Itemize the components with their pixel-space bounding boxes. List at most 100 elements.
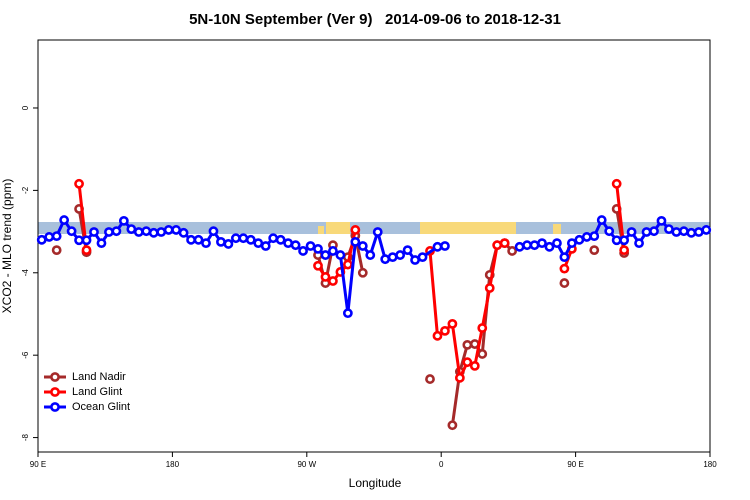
data-point <box>552 238 562 249</box>
data-point <box>74 235 84 246</box>
data-point <box>387 252 398 263</box>
data-point <box>148 227 159 238</box>
data-point <box>268 233 279 244</box>
legend-label: Ocean Glint <box>72 401 130 413</box>
data-point <box>462 339 473 350</box>
data-point <box>581 232 592 242</box>
data-point <box>559 263 570 274</box>
data-point <box>514 241 525 252</box>
data-point <box>36 234 47 245</box>
data-point <box>410 255 420 265</box>
data-point <box>275 234 286 245</box>
data-point <box>656 215 667 226</box>
data-point <box>537 238 547 249</box>
data-point <box>440 241 450 251</box>
data-point <box>141 226 152 237</box>
data-point <box>693 227 704 237</box>
data-point <box>163 225 174 235</box>
land-patch <box>420 222 516 234</box>
data-point <box>626 227 637 237</box>
plot-frame <box>37 39 711 453</box>
data-point <box>126 224 137 235</box>
data-point <box>305 241 316 251</box>
data-point <box>260 241 271 251</box>
y-axis-label: XCO2 - MLO trend (ppm) <box>0 179 14 314</box>
data-point <box>245 234 256 245</box>
data-point <box>507 246 518 256</box>
data-point <box>447 318 458 329</box>
y-tick-label: -2 <box>21 186 30 194</box>
data-point <box>74 178 84 189</box>
data-point <box>313 243 323 254</box>
y-tick-label: -6 <box>21 351 30 359</box>
y-tick-label: 0 <box>21 105 30 110</box>
data-point <box>342 308 353 319</box>
data-point <box>193 234 204 245</box>
x-axis-label: Longitude <box>349 476 402 490</box>
data-point <box>111 226 122 237</box>
data-point <box>357 241 368 251</box>
data-point <box>357 267 368 278</box>
data-point <box>380 254 391 265</box>
data-point <box>432 330 443 341</box>
data-point <box>118 215 129 226</box>
data-point <box>469 360 480 371</box>
data-point <box>664 224 674 235</box>
data-point <box>529 240 540 251</box>
data-point <box>425 374 435 384</box>
data-point <box>589 245 600 256</box>
data-point <box>350 236 361 247</box>
x-tick-label: 180 <box>703 460 717 469</box>
data-point <box>201 238 211 249</box>
y-tick-label: -8 <box>21 433 30 441</box>
data-point <box>342 259 353 270</box>
legend-label: Land Nadir <box>72 371 126 383</box>
data-point <box>133 227 144 237</box>
data-point <box>604 226 615 237</box>
data-point <box>559 252 570 263</box>
data-point <box>328 276 338 286</box>
x-tick-label: 90 E <box>567 460 583 469</box>
x-tick-label: 180 <box>166 460 180 469</box>
data-point <box>59 215 70 225</box>
data-point <box>484 283 495 293</box>
data-point <box>320 271 331 282</box>
data-point <box>171 225 182 235</box>
data-point <box>634 238 644 249</box>
data-point <box>230 233 241 244</box>
data-point <box>372 227 383 237</box>
data-point <box>350 225 361 235</box>
data-point <box>499 238 510 249</box>
data-point <box>686 227 697 238</box>
data-point <box>522 240 532 251</box>
data-point <box>589 231 600 242</box>
data-point <box>611 178 622 189</box>
land-patch <box>326 222 350 234</box>
data-point <box>649 226 659 237</box>
data-point <box>208 226 219 237</box>
data-point <box>96 238 107 249</box>
data-point <box>574 234 585 245</box>
legend-marker <box>50 372 60 382</box>
data-point <box>492 240 503 251</box>
data-point <box>178 227 189 238</box>
data-point <box>365 250 376 260</box>
map-strip <box>38 222 710 234</box>
data-point <box>223 239 234 249</box>
data-point <box>596 215 607 225</box>
data-point <box>51 245 62 256</box>
data-point <box>641 227 652 237</box>
y-tick-label: -4 <box>21 269 30 277</box>
data-point <box>402 245 413 256</box>
data-point <box>328 246 338 256</box>
ocean-strip <box>38 222 710 234</box>
data-point <box>544 241 555 252</box>
data-point <box>678 226 689 237</box>
data-point <box>66 226 77 237</box>
data-point <box>89 227 99 237</box>
data-point <box>238 233 249 244</box>
data-point <box>44 232 55 242</box>
data-point <box>320 250 331 260</box>
